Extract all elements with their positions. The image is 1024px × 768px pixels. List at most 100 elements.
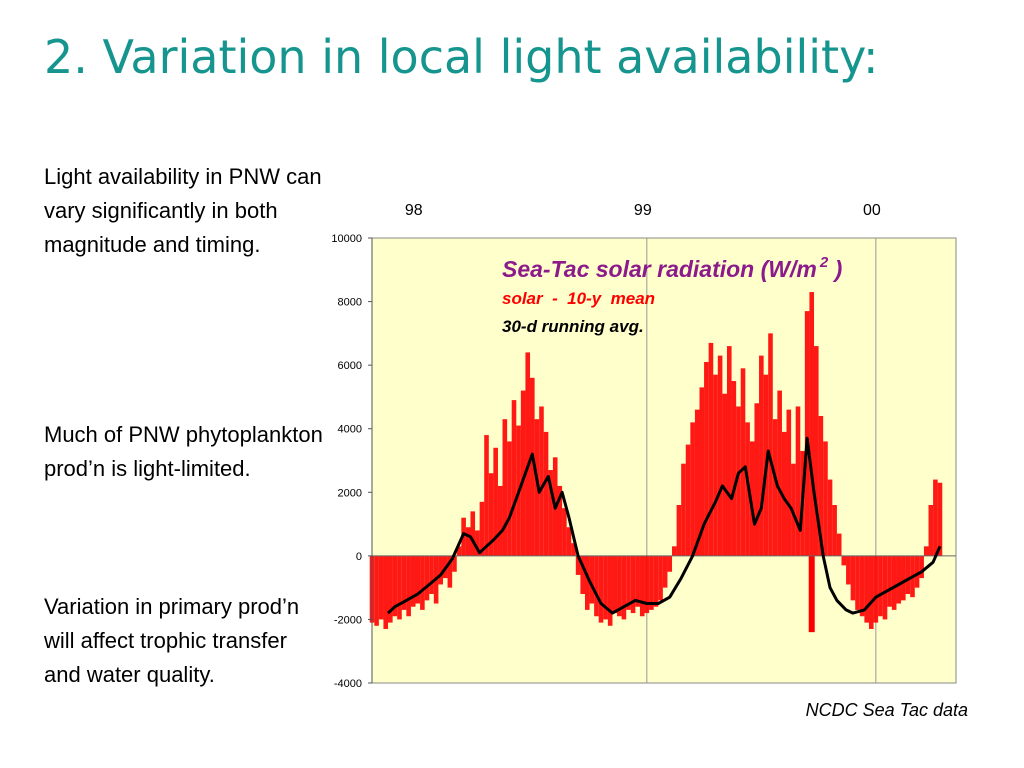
bar	[571, 543, 576, 556]
bar	[488, 473, 494, 556]
bar	[626, 555, 631, 610]
bar	[864, 555, 869, 623]
bar	[575, 555, 581, 575]
bar	[933, 479, 938, 556]
bar	[429, 555, 434, 594]
bar	[781, 431, 787, 556]
bar	[562, 508, 567, 556]
bar	[859, 555, 865, 617]
bar	[511, 400, 517, 556]
x-top-label: 98	[405, 202, 423, 219]
bar	[704, 361, 709, 556]
bar	[873, 555, 879, 623]
bar	[374, 555, 379, 626]
bar	[630, 555, 636, 614]
bar	[759, 355, 764, 556]
bar	[543, 431, 549, 556]
bar	[530, 377, 535, 556]
bar	[878, 555, 883, 617]
bar	[905, 555, 911, 594]
bar	[452, 555, 457, 572]
chart-title-superscript: 2	[819, 254, 829, 271]
y-tick-label: 10000	[331, 233, 362, 245]
legend-solar-mean: solar - 10-y mean	[502, 289, 655, 308]
x-top-labels: 98 99 00	[405, 202, 881, 219]
bar	[388, 555, 393, 623]
bar	[722, 393, 727, 556]
bar	[901, 555, 906, 601]
bar	[589, 555, 595, 604]
source-note: NCDC Sea Tac data	[805, 700, 968, 720]
bar	[672, 546, 677, 556]
bar	[639, 555, 645, 617]
bar	[383, 555, 389, 629]
bar	[681, 463, 686, 556]
bar	[401, 555, 407, 610]
bar	[420, 555, 425, 610]
bar	[786, 409, 792, 556]
bar	[726, 346, 732, 556]
bar	[662, 555, 668, 588]
bar	[658, 555, 663, 601]
legend-running-avg: 30-d running avg.	[502, 317, 644, 336]
bar	[813, 346, 819, 556]
bar	[635, 555, 640, 607]
bar	[621, 555, 627, 620]
bar	[603, 555, 608, 620]
bar	[497, 485, 503, 556]
bar	[740, 368, 746, 556]
bar	[717, 355, 723, 556]
bar	[777, 390, 782, 556]
bullet-primary-production: Variation in primary prod’n will affect …	[44, 594, 300, 687]
bar	[928, 505, 934, 556]
bar	[667, 555, 673, 572]
x-top-label: 00	[863, 202, 881, 219]
bar	[649, 555, 654, 610]
bullet-light-availability: Light availability in PNW can vary signi…	[44, 164, 322, 257]
bar	[713, 374, 718, 556]
bar	[406, 555, 411, 617]
bar	[768, 333, 773, 556]
bar	[493, 447, 498, 556]
y-tick-label: -2000	[334, 614, 362, 626]
bar	[617, 555, 622, 617]
bar	[749, 441, 755, 556]
bar	[644, 555, 650, 614]
bar	[424, 555, 430, 601]
bar	[891, 555, 897, 610]
bar	[850, 555, 856, 601]
bullet-light-limited: Much of PNW phytoplankton prod’n is ligh…	[44, 422, 323, 481]
bar	[520, 390, 526, 556]
bar	[868, 555, 874, 629]
bar	[548, 470, 553, 556]
bar	[479, 501, 485, 556]
bar	[836, 533, 842, 556]
bar	[846, 555, 851, 585]
bar	[566, 527, 572, 556]
bars-layer	[369, 292, 943, 633]
bar	[731, 381, 737, 556]
bar-spike	[808, 555, 815, 633]
bar	[804, 311, 810, 556]
bar	[791, 463, 796, 556]
x-top-label: 99	[634, 202, 652, 219]
bar	[507, 441, 512, 556]
y-tick-label: 2000	[338, 487, 362, 499]
bar	[887, 555, 892, 607]
bar	[456, 546, 462, 556]
bar	[594, 555, 599, 617]
y-tick-label: 4000	[338, 424, 362, 436]
y-tick-label: 0	[356, 551, 362, 563]
bar	[470, 511, 476, 556]
bar	[919, 555, 924, 579]
bar	[580, 555, 585, 594]
bar	[832, 505, 837, 556]
chart-title-suffix: )	[828, 256, 842, 282]
bar	[653, 555, 659, 607]
bar	[539, 406, 544, 556]
chart-title: Sea-Tac solar radiation (W/m 2 )	[502, 254, 842, 282]
bar	[882, 555, 888, 620]
chart-title-main: Sea-Tac solar radiation (W/m	[502, 256, 817, 282]
bar	[818, 416, 824, 556]
